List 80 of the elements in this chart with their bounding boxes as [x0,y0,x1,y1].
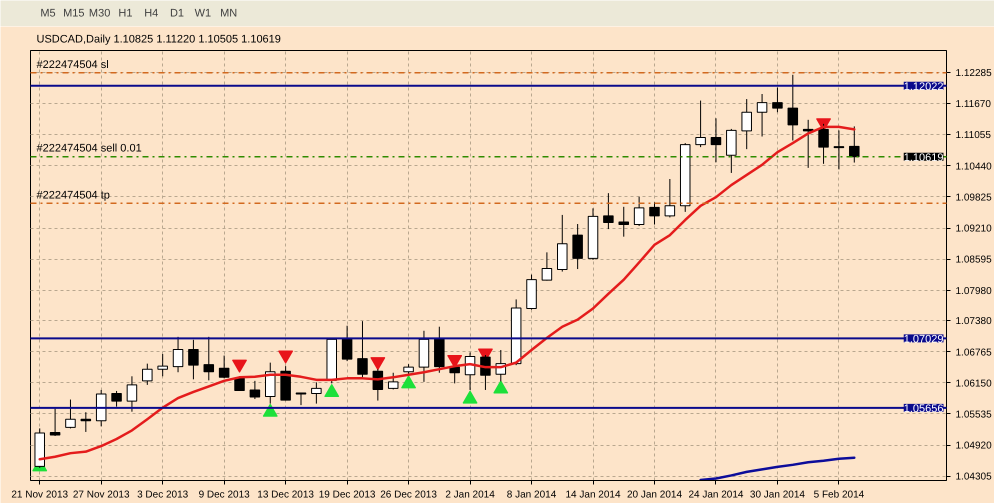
candlestick [542,252,552,282]
x-tick-label: 3 Dec 2013 [137,490,189,500]
y-tick-label: 1.06150 [956,378,992,390]
candlestick [188,339,199,380]
candlestick [802,119,814,168]
candlestick [634,196,644,227]
candlestick [649,202,660,226]
annotation: 1.10619 [904,152,944,164]
x-tick-label: 2 Jan 2014 [445,490,496,500]
candlestick [65,399,76,429]
candlestick [111,390,122,408]
candlestick [818,123,829,164]
ref-line-label: 1.07029 [904,333,944,346]
candlestick [296,392,306,406]
ref-line-label: #222474504 sl [36,58,109,71]
ref-line-label: #222474504 sell 0.01 [36,142,142,155]
line-series [699,456,856,480]
x-tick-label: 9 Dec 2013 [198,490,250,500]
y-tick-label: 1.06765 [956,347,992,358]
candlestick [572,224,583,270]
candlestick [756,94,768,137]
candlestick [204,336,214,381]
candlestick [250,380,260,400]
text: H4 [144,8,158,20]
y-tick-label: 1.09210 [956,224,992,235]
text: H1 [118,8,132,20]
y-tick-label: 1.11055 [956,130,992,142]
candlestick [618,206,630,238]
candlestick [710,118,722,163]
candlestick [50,408,60,436]
y-tick-label: 1.11670 [956,99,992,110]
text: D1 [170,8,184,20]
candlestick [357,320,368,378]
x-tick-label: 14 Jan 2014 [565,490,621,500]
y-tick-label: 1.07380 [956,316,992,328]
y-tick-label: 1.12285 [956,68,992,80]
candlestick [218,355,230,379]
y-tick-label: 1.04305 [956,472,992,483]
candlestick [849,126,860,164]
x-tick-label: 13 Dec 2013 [257,490,314,500]
candlestick [342,325,352,362]
candlestick [741,98,752,150]
y-tick-label: 1.10440 [956,161,992,172]
x-tick-label: 20 Jan 2014 [626,490,682,500]
candlestick [126,376,138,412]
x-tick-label: 19 Dec 2013 [318,490,376,500]
x-tick-label: 30 Jan 2014 [750,490,806,500]
text: M15 [63,8,85,20]
candlestick [80,412,92,432]
candlestick [142,363,153,386]
text: M30 [88,8,110,20]
candlestick [788,74,798,142]
candlestick [172,336,184,373]
y-tick-label: 1.07980 [956,286,992,297]
x-tick-label: 5 Feb 2014 [814,490,865,500]
ref-line-label: 1.12022 [904,80,944,93]
candlestick [772,86,783,113]
x-tick-label: 24 Jan 2014 [688,490,744,500]
x-tick-label: 8 Jan 2014 [506,490,557,500]
y-tick-label: 1.09825 [956,192,992,204]
y-tick-label: 1.04920 [956,440,992,452]
x-tick-label: 26 Dec 2013 [380,490,438,500]
y-tick-label: 1.08595 [956,254,992,266]
text: M5 [40,8,56,20]
candlestick [603,192,614,230]
x-tick-label: 21 Nov 2013 [11,490,69,500]
candlestick [311,382,322,404]
chart-title: USDCAD,Daily 1.10825 1.11220 1.10505 1.10619 [36,34,281,46]
candlestick [157,354,168,377]
ref-line-label: 1.05656 [904,402,944,415]
text: MN [220,8,238,20]
candlestick [695,100,706,148]
y-tick-label: 1.05535 [956,409,992,420]
candlestick [403,364,414,374]
ref-line-label: #222474504 tp [36,189,110,202]
text: W1 [194,8,212,20]
candlestick [664,178,676,218]
candlestick [834,130,844,170]
candlestick [388,372,398,390]
x-tick-label: 27 Nov 2013 [72,490,130,500]
